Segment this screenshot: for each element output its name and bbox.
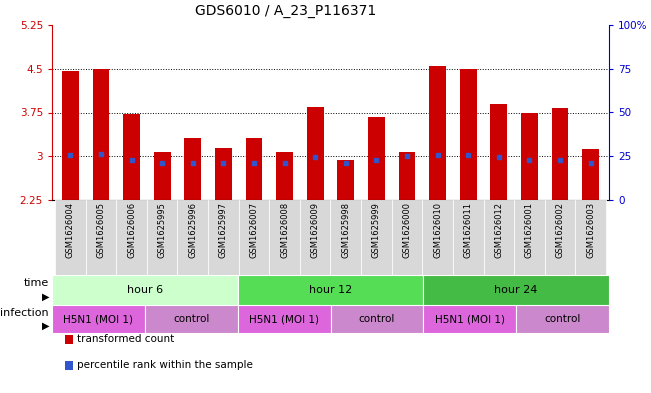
Text: GSM1626005: GSM1626005 bbox=[96, 202, 105, 258]
FancyBboxPatch shape bbox=[484, 200, 514, 275]
Bar bbox=[337, 160, 354, 200]
Text: infection: infection bbox=[0, 308, 49, 318]
Bar bbox=[460, 69, 477, 200]
Bar bbox=[215, 147, 232, 200]
FancyBboxPatch shape bbox=[55, 200, 86, 275]
Bar bbox=[52, 305, 145, 333]
Text: GSM1626009: GSM1626009 bbox=[311, 202, 320, 258]
Bar bbox=[490, 104, 507, 200]
Text: GDS6010 / A_23_P116371: GDS6010 / A_23_P116371 bbox=[195, 4, 376, 18]
Bar bbox=[238, 305, 331, 333]
Text: GSM1625997: GSM1625997 bbox=[219, 202, 228, 258]
Bar bbox=[307, 107, 324, 200]
Text: percentile rank within the sample: percentile rank within the sample bbox=[77, 360, 253, 370]
Text: GSM1626011: GSM1626011 bbox=[464, 202, 473, 258]
Bar bbox=[521, 112, 538, 200]
Text: GSM1626004: GSM1626004 bbox=[66, 202, 75, 258]
Bar bbox=[62, 70, 79, 200]
Text: GSM1626007: GSM1626007 bbox=[249, 202, 258, 258]
Text: GSM1625998: GSM1625998 bbox=[341, 202, 350, 258]
Bar bbox=[92, 69, 109, 200]
Text: GSM1626001: GSM1626001 bbox=[525, 202, 534, 258]
Bar bbox=[551, 108, 568, 200]
FancyBboxPatch shape bbox=[575, 200, 606, 275]
Text: H5N1 (MOI 1): H5N1 (MOI 1) bbox=[63, 314, 133, 324]
Bar bbox=[238, 275, 423, 305]
Text: H5N1 (MOI 1): H5N1 (MOI 1) bbox=[249, 314, 319, 324]
Bar bbox=[184, 138, 201, 200]
Bar bbox=[398, 152, 415, 200]
Text: GSM1626010: GSM1626010 bbox=[433, 202, 442, 258]
Bar bbox=[145, 305, 238, 333]
Text: control: control bbox=[173, 314, 210, 324]
Text: GSM1626003: GSM1626003 bbox=[586, 202, 595, 258]
FancyBboxPatch shape bbox=[392, 200, 422, 275]
Text: control: control bbox=[544, 314, 581, 324]
FancyBboxPatch shape bbox=[545, 200, 575, 275]
FancyBboxPatch shape bbox=[331, 200, 361, 275]
Bar bbox=[123, 114, 140, 200]
Text: GSM1626002: GSM1626002 bbox=[555, 202, 564, 258]
Bar bbox=[423, 305, 516, 333]
FancyBboxPatch shape bbox=[208, 200, 239, 275]
Bar bbox=[276, 152, 293, 200]
Text: hour 24: hour 24 bbox=[495, 285, 538, 295]
Text: hour 6: hour 6 bbox=[127, 285, 163, 295]
FancyBboxPatch shape bbox=[514, 200, 545, 275]
Bar bbox=[245, 138, 262, 200]
FancyBboxPatch shape bbox=[361, 200, 392, 275]
Text: GSM1626012: GSM1626012 bbox=[494, 202, 503, 258]
Text: H5N1 (MOI 1): H5N1 (MOI 1) bbox=[435, 314, 505, 324]
Text: ▶: ▶ bbox=[42, 320, 49, 331]
Text: ▶: ▶ bbox=[42, 292, 49, 302]
Text: transformed count: transformed count bbox=[77, 334, 174, 344]
Text: GSM1625996: GSM1625996 bbox=[188, 202, 197, 258]
Bar bbox=[429, 66, 446, 200]
Text: time: time bbox=[23, 278, 49, 288]
Bar bbox=[154, 152, 171, 200]
Bar bbox=[423, 275, 609, 305]
FancyBboxPatch shape bbox=[422, 200, 453, 275]
FancyBboxPatch shape bbox=[117, 200, 147, 275]
Text: GSM1626006: GSM1626006 bbox=[127, 202, 136, 258]
Text: control: control bbox=[359, 314, 395, 324]
FancyBboxPatch shape bbox=[147, 200, 178, 275]
Bar bbox=[516, 305, 609, 333]
FancyBboxPatch shape bbox=[239, 200, 270, 275]
Bar bbox=[331, 305, 423, 333]
FancyBboxPatch shape bbox=[86, 200, 117, 275]
FancyBboxPatch shape bbox=[178, 200, 208, 275]
Bar bbox=[52, 275, 238, 305]
Text: GSM1626008: GSM1626008 bbox=[280, 202, 289, 258]
FancyBboxPatch shape bbox=[453, 200, 484, 275]
Text: GSM1625999: GSM1625999 bbox=[372, 202, 381, 258]
Bar bbox=[368, 117, 385, 200]
Text: GSM1626000: GSM1626000 bbox=[402, 202, 411, 258]
FancyBboxPatch shape bbox=[270, 200, 300, 275]
FancyBboxPatch shape bbox=[300, 200, 331, 275]
Bar bbox=[582, 149, 599, 200]
Text: hour 12: hour 12 bbox=[309, 285, 352, 295]
Text: GSM1625995: GSM1625995 bbox=[158, 202, 167, 258]
